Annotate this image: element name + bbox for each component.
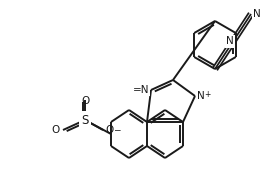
Text: N: N bbox=[197, 91, 205, 101]
Text: N: N bbox=[253, 9, 261, 19]
Text: S: S bbox=[81, 113, 89, 127]
Text: +: + bbox=[204, 90, 210, 99]
Text: O: O bbox=[105, 125, 113, 135]
Text: =N: =N bbox=[133, 85, 149, 95]
Text: N: N bbox=[226, 36, 234, 47]
Text: −: − bbox=[113, 125, 121, 134]
Text: O: O bbox=[52, 125, 60, 135]
Text: O: O bbox=[81, 96, 89, 106]
